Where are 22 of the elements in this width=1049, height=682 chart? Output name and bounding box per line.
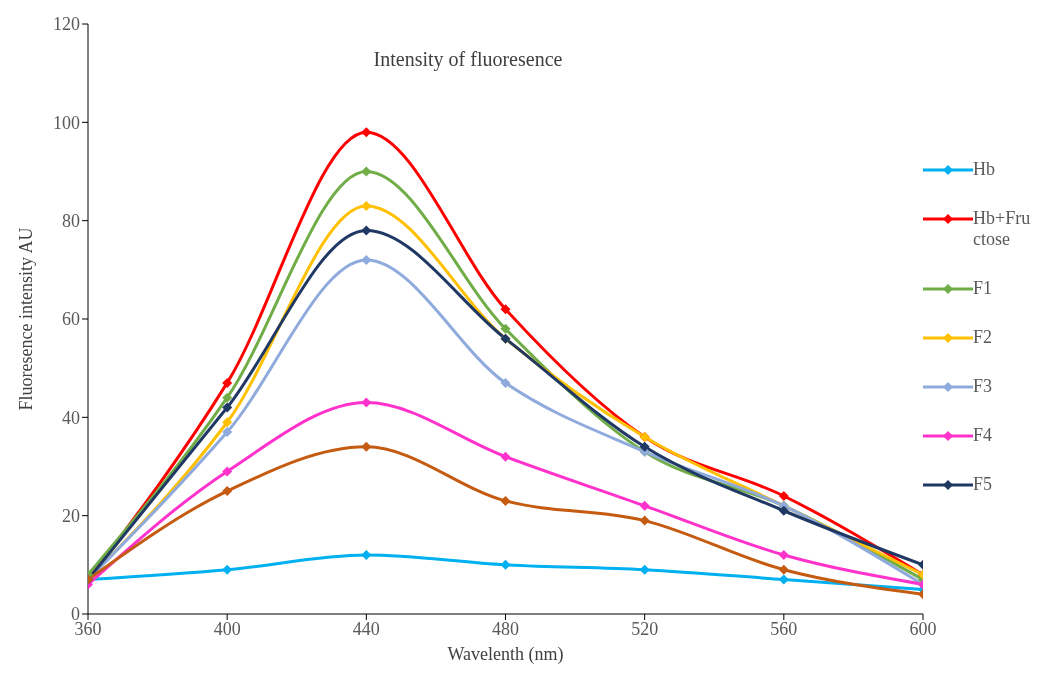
legend-label: F4 <box>973 425 993 446</box>
legend-label: F1 <box>973 278 993 299</box>
y-tick-label: 20 <box>62 506 80 527</box>
y-axis-title: Fluoresence intensity AU <box>16 227 37 411</box>
legend-label: F5 <box>973 474 993 495</box>
x-tick-label: 480 <box>492 618 519 639</box>
x-tick-label: 520 <box>631 618 659 639</box>
text: Intensity of fluoresence <box>373 48 563 71</box>
y-tick-label: 100 <box>53 112 80 133</box>
x-tick-label: 440 <box>352 618 380 639</box>
x-axis-title: Wavelenth (nm) <box>447 644 564 665</box>
x-tick-label: 560 <box>770 618 798 639</box>
legend-label: Hb+Fructose <box>973 208 1032 250</box>
y-tick-label: 40 <box>62 407 80 428</box>
y-tick-label: 60 <box>62 309 80 330</box>
y-tick-label: 120 <box>53 14 80 35</box>
x-tick-label: 400 <box>213 618 241 639</box>
y-tick-label: 80 <box>62 211 80 232</box>
legend-label: F2 <box>973 327 993 348</box>
legend-label: F3 <box>973 376 993 397</box>
x-tick-label: 600 <box>909 618 937 639</box>
legend-label: Hb <box>973 159 995 180</box>
